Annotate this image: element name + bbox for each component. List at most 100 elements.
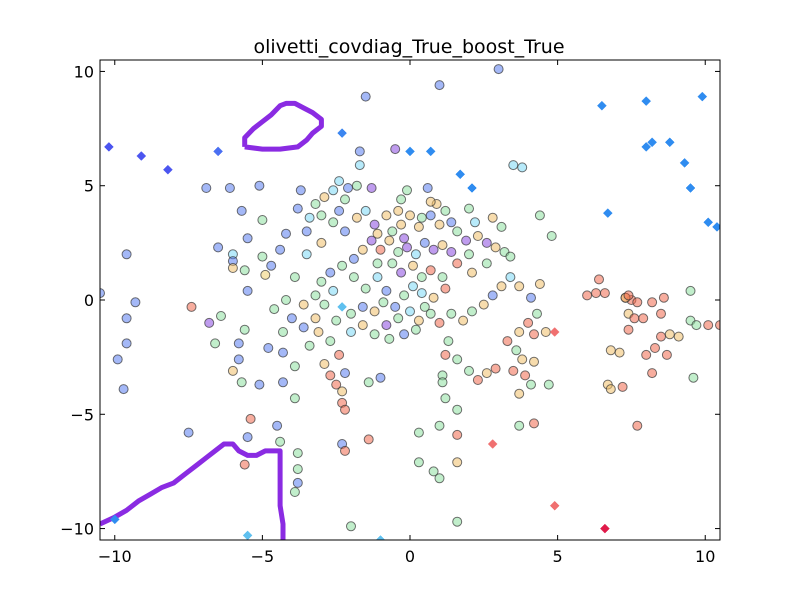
data-point	[425, 265, 436, 276]
data-point	[399, 329, 410, 340]
data-point	[399, 233, 410, 244]
data-point	[472, 231, 483, 241]
diamond-marker	[602, 208, 613, 218]
data-point	[360, 205, 371, 216]
data-point	[529, 356, 539, 367]
data-point	[292, 448, 303, 459]
data-point	[372, 272, 383, 283]
data-point	[437, 377, 448, 388]
data-point	[656, 331, 666, 342]
diamond-marker	[641, 96, 652, 106]
data-point	[381, 320, 392, 331]
diamond-marker	[104, 142, 114, 152]
data-point	[405, 210, 415, 221]
diamond-marker	[664, 137, 675, 148]
data-point	[641, 349, 652, 360]
data-point	[257, 251, 268, 262]
data-point	[375, 372, 386, 383]
data-point	[348, 253, 359, 264]
diamond-marker	[242, 530, 253, 540]
data-point	[295, 185, 306, 196]
data-point	[464, 365, 474, 376]
data-point	[685, 285, 696, 296]
data-point	[242, 432, 253, 443]
data-point	[310, 199, 321, 209]
y-tick-label: −5	[70, 405, 94, 424]
data-point	[337, 386, 348, 397]
diamond-marker	[641, 142, 652, 152]
data-point	[298, 322, 309, 333]
data-point	[396, 194, 407, 205]
diamond-marker	[337, 302, 347, 312]
data-point	[278, 327, 288, 337]
data-point	[354, 160, 365, 171]
data-point	[467, 267, 477, 278]
data-point	[715, 320, 720, 331]
data-point	[204, 317, 215, 328]
data-point	[316, 237, 327, 248]
data-point	[224, 183, 235, 193]
data-point	[292, 477, 303, 488]
data-point	[540, 327, 551, 337]
data-point	[452, 429, 463, 440]
data-point	[532, 308, 542, 319]
x-tick-label: 10	[695, 547, 715, 566]
data-point	[346, 308, 356, 319]
data-point	[242, 233, 253, 244]
data-point	[478, 299, 489, 310]
data-point	[481, 258, 492, 269]
data-point	[647, 297, 658, 308]
data-point	[319, 359, 330, 369]
data-point	[340, 226, 350, 237]
diamond-marker	[375, 535, 386, 540]
data-point	[381, 210, 392, 221]
data-point	[328, 217, 339, 228]
data-point	[464, 249, 474, 260]
data-point	[242, 285, 253, 296]
data-point	[387, 258, 398, 269]
data-point	[387, 226, 398, 237]
data-point	[446, 217, 457, 228]
data-point	[650, 343, 660, 353]
data-point	[216, 311, 226, 321]
diamond-marker	[213, 146, 223, 157]
data-point	[428, 292, 439, 303]
data-point	[487, 212, 498, 223]
data-point	[508, 365, 519, 376]
data-point	[348, 272, 359, 283]
data-point	[413, 427, 424, 438]
data-point	[493, 64, 504, 75]
data-point	[452, 516, 463, 527]
data-point	[452, 404, 463, 415]
data-point	[289, 272, 300, 283]
data-point	[496, 281, 507, 292]
data-point	[292, 203, 303, 214]
data-point	[245, 413, 256, 424]
data-point	[416, 212, 427, 223]
data-point	[337, 260, 348, 271]
data-point	[461, 235, 472, 246]
data-point	[343, 183, 353, 193]
data-point	[399, 290, 410, 301]
diamond-marker	[109, 514, 120, 525]
data-point	[298, 299, 309, 310]
data-point	[502, 336, 513, 347]
diamond-marker	[685, 183, 696, 193]
y-tick-label: −10	[60, 520, 94, 539]
axis-ticks: −10 −5 0 5 10 10 5 0 −5 −10	[60, 60, 720, 566]
data-point	[269, 304, 280, 315]
data-point	[425, 308, 436, 319]
data-point	[278, 347, 288, 358]
data-point	[121, 313, 132, 324]
diamond-marker	[163, 164, 173, 175]
data-point	[396, 219, 407, 230]
diamond-marker	[405, 146, 415, 157]
diamond-marker	[549, 500, 560, 511]
data-point	[481, 368, 492, 379]
data-point	[396, 267, 407, 278]
data-point	[614, 347, 625, 358]
data-point	[452, 354, 463, 365]
data-point	[526, 379, 536, 390]
data-point	[458, 315, 469, 326]
data-point	[582, 290, 593, 301]
